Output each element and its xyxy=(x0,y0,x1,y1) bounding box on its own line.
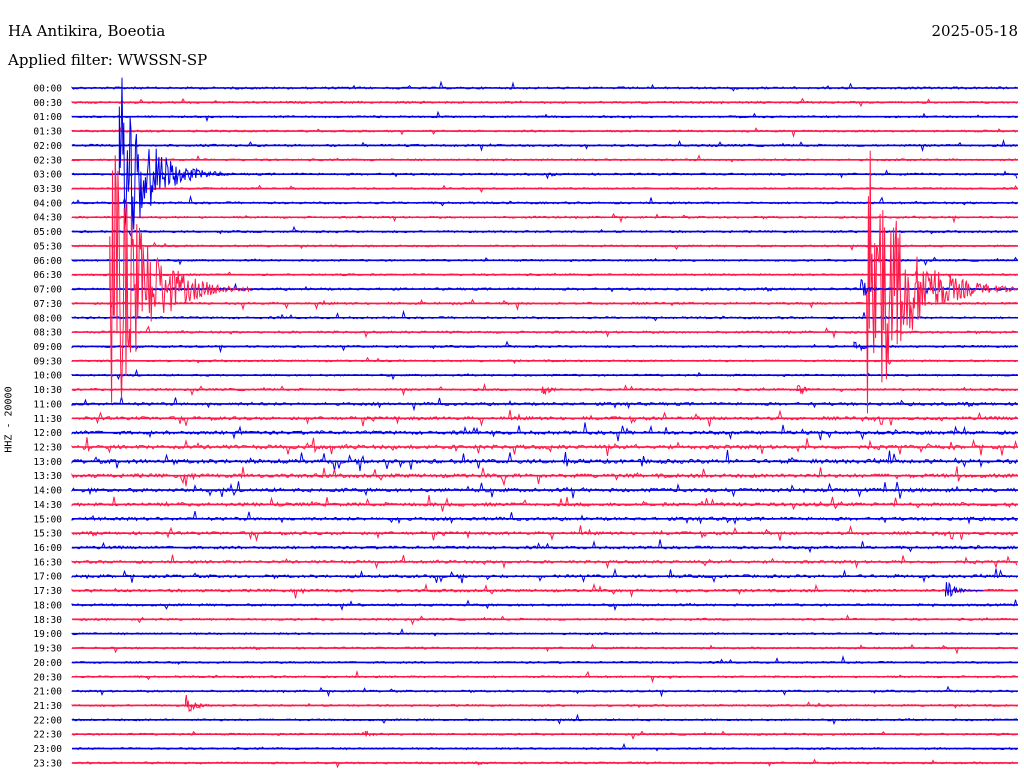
date-label: 2025-05-18 xyxy=(931,22,1018,40)
time-tick-label: 23:30 xyxy=(33,758,62,769)
trace-row xyxy=(71,742,1018,752)
time-tick-label: 02:30 xyxy=(33,155,62,166)
time-tick-label: 04:30 xyxy=(33,213,62,224)
time-tick-label: 17:00 xyxy=(33,572,62,583)
time-tick-label: 02:00 xyxy=(33,141,62,152)
time-tick-label: 13:30 xyxy=(33,471,62,482)
time-tick-label: 03:30 xyxy=(33,184,62,195)
time-tick-label: 10:30 xyxy=(33,385,62,396)
event-burst xyxy=(541,386,574,396)
event-burst xyxy=(364,730,391,737)
event-burst xyxy=(796,384,829,396)
time-tick-label: 22:00 xyxy=(33,715,62,726)
trace-row xyxy=(71,154,1018,163)
event-burst xyxy=(859,278,892,297)
event-burst xyxy=(945,581,984,598)
time-tick-label: 08:00 xyxy=(33,313,62,324)
time-tick-label: 09:30 xyxy=(33,356,62,367)
trace-lines xyxy=(71,80,1018,769)
time-tick-label: 11:00 xyxy=(33,399,62,410)
trace-row xyxy=(71,449,1018,472)
time-tick-label: 15:30 xyxy=(33,529,62,540)
time-tick-label: 01:30 xyxy=(33,127,62,138)
time-tick-label: 13:00 xyxy=(33,457,62,468)
time-tick-label: 17:30 xyxy=(33,586,62,597)
trace-row xyxy=(71,539,1018,554)
time-tick-label: 03:00 xyxy=(33,170,62,181)
time-tick-label: 14:30 xyxy=(33,500,62,511)
event-burst xyxy=(866,150,1019,414)
time-tick-label: 16:00 xyxy=(33,543,62,554)
time-tick-labels: 00:00 00:30 01:00 01:30 02:00 02:30 03:00 03:30… xyxy=(33,84,62,770)
time-tick-label: 14:00 xyxy=(33,486,62,497)
time-tick-label: 16:30 xyxy=(33,557,62,568)
time-tick-label: 06:30 xyxy=(33,270,62,281)
time-tick-label: 07:30 xyxy=(33,299,62,310)
time-tick-label: 05:30 xyxy=(33,241,62,252)
trace-row xyxy=(71,510,1017,526)
trace-row xyxy=(71,582,1018,599)
trace-row xyxy=(71,495,1018,512)
time-tick-label: 05:00 xyxy=(33,227,62,238)
time-tick-label: 12:30 xyxy=(33,443,62,454)
station-title: HA Antikira, Boeotia xyxy=(8,22,166,40)
time-tick-label: 08:30 xyxy=(33,328,62,339)
time-tick-label: 11:30 xyxy=(33,414,62,425)
event-bursts xyxy=(109,77,1019,737)
time-tick-label: 22:30 xyxy=(33,730,62,741)
time-tick-label: 00:30 xyxy=(33,98,62,109)
time-tick-label: 15:00 xyxy=(33,514,62,525)
event-burst xyxy=(109,155,252,403)
time-tick-label: 20:30 xyxy=(33,672,62,683)
event-burst xyxy=(853,341,886,352)
trace-row xyxy=(71,627,1018,637)
time-tick-label: 21:00 xyxy=(33,687,62,698)
trace-row xyxy=(71,643,1018,655)
time-tick-label: 01:00 xyxy=(33,112,62,123)
time-tick-label: 18:00 xyxy=(33,600,62,611)
event-burst xyxy=(185,694,224,713)
time-tick-label: 06:00 xyxy=(33,256,62,267)
trace-row xyxy=(71,554,1018,570)
time-tick-label: 19:00 xyxy=(33,629,62,640)
time-tick-label: 23:00 xyxy=(33,744,62,755)
time-tick-label: 00:00 xyxy=(33,84,62,95)
time-tick-label: 09:00 xyxy=(33,342,62,353)
time-tick-label: 18:30 xyxy=(33,615,62,626)
time-tick-label: 12:00 xyxy=(33,428,62,439)
filter-label: Applied filter: WWSSN-SP xyxy=(8,51,208,69)
trace-row xyxy=(71,126,1018,139)
time-tick-label: 21:30 xyxy=(33,701,62,712)
trace-row xyxy=(71,194,1018,207)
time-tick-label: 20:00 xyxy=(33,658,62,669)
time-tick-label: 10:00 xyxy=(33,371,62,382)
time-tick-label: 04:00 xyxy=(33,198,62,209)
time-tick-label: 19:30 xyxy=(33,644,62,655)
time-tick-label: 07:00 xyxy=(33,285,62,296)
trace-row xyxy=(71,80,1018,92)
event-burst xyxy=(118,77,230,239)
